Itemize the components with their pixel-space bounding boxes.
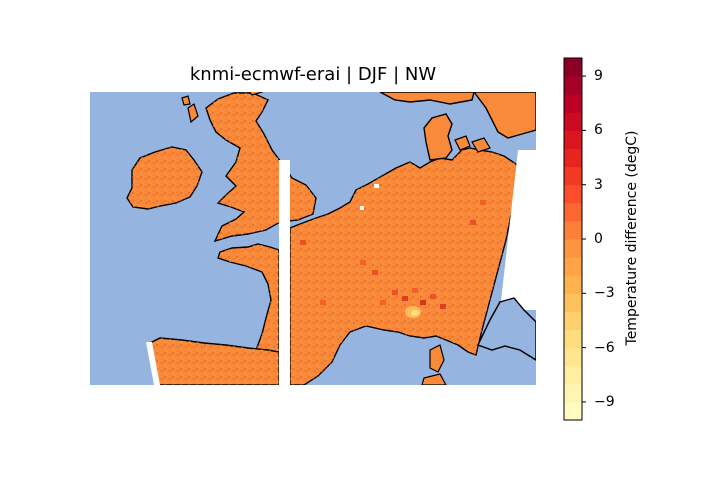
scandinavia-landmass xyxy=(379,92,475,105)
corsica-island xyxy=(429,344,445,373)
colorbar-segment xyxy=(564,130,582,149)
colorbar-tick-label: −9 xyxy=(594,393,615,410)
map-title: knmi-ecmwf-erai | DJF | NW xyxy=(189,64,437,85)
missing-data-speck xyxy=(374,184,379,188)
colorbar-segment xyxy=(564,148,582,168)
colorbar-segment xyxy=(564,257,582,276)
map-panel xyxy=(90,92,536,385)
colorbar-segment xyxy=(564,275,582,294)
colorbar-segment xyxy=(564,365,582,385)
missing-data-southwest xyxy=(90,340,160,385)
colorbar-tick-label: 6 xyxy=(594,122,603,139)
danish-islands xyxy=(454,135,471,151)
colorbar-tick-label: 9 xyxy=(594,68,603,85)
colorbar-segment xyxy=(564,166,582,186)
hebrides-islands xyxy=(187,103,199,124)
colorbar-tick-label: −6 xyxy=(594,339,615,356)
colorbar-segment xyxy=(564,76,582,95)
colorbar-segment xyxy=(564,58,582,77)
colorbar-tick-label: −3 xyxy=(594,285,615,302)
colorbar-segment xyxy=(564,347,582,367)
colorbar-segment xyxy=(564,184,582,204)
orkney-islands xyxy=(248,92,264,96)
alps-warm-region xyxy=(300,200,486,309)
colorbar-segment xyxy=(564,383,582,403)
colorbar-segment xyxy=(564,112,582,131)
colorbar-segment xyxy=(564,293,582,312)
colorbar-segment xyxy=(564,401,582,421)
colorbar-tick-label: 3 xyxy=(594,176,603,193)
colorbar-segment xyxy=(564,94,582,113)
denmark-landmass xyxy=(423,113,453,161)
colorbar-segment xyxy=(564,202,582,222)
sweden-landmass xyxy=(473,92,536,139)
colorbar-segment xyxy=(564,311,582,330)
colorbar-label: Temperature difference (degC) xyxy=(624,130,640,346)
colorbar-segment xyxy=(564,239,582,258)
colorbar-tick-label: 0 xyxy=(594,231,603,247)
missing-data-southeast xyxy=(500,150,536,310)
colorbar xyxy=(563,57,586,421)
colorbar-segment xyxy=(564,329,582,349)
sardinia-island xyxy=(421,373,447,385)
colorbar-segment xyxy=(564,220,582,240)
missing-data-strip xyxy=(279,160,290,385)
